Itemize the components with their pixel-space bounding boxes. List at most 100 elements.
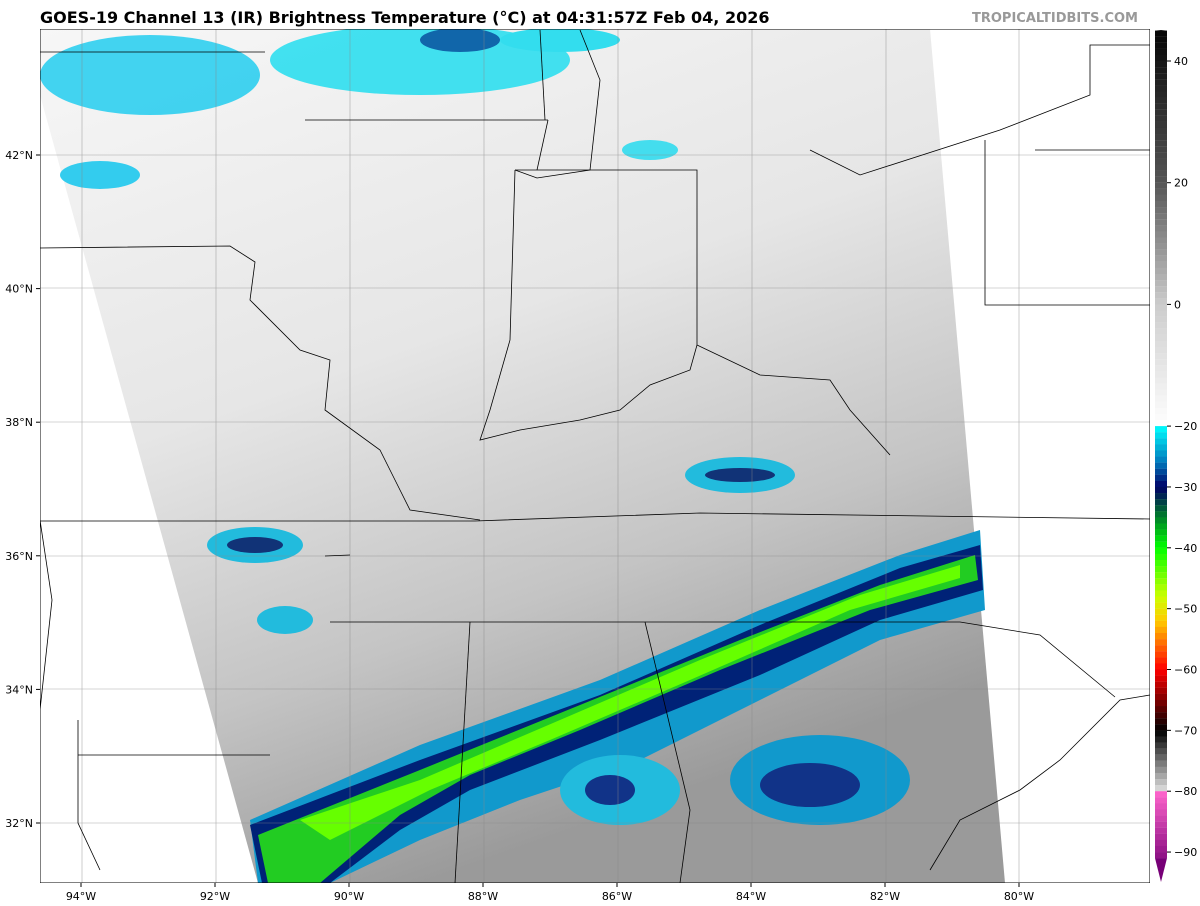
colorbar-segment xyxy=(1155,712,1167,719)
colorbar-segment xyxy=(1155,395,1167,402)
lat-tick-label: 42°N xyxy=(5,149,33,162)
colorbar-segment xyxy=(1155,200,1167,208)
colorbar-segment xyxy=(1155,249,1167,256)
colorbar-segment xyxy=(1155,401,1167,408)
watermark: TROPICALTIDBITS.COM xyxy=(972,11,1138,26)
colorbar-segment xyxy=(1155,632,1167,640)
colorbar-segment xyxy=(1155,596,1167,603)
colorbar-segment xyxy=(1155,456,1167,463)
colorbar-segment xyxy=(1155,353,1167,360)
colorbar-segment xyxy=(1155,255,1167,262)
lat-tick-label: 36°N xyxy=(5,550,33,563)
lat-tick-label: 32°N xyxy=(5,817,33,830)
colorbar-segment xyxy=(1155,821,1167,828)
colorbar-segment xyxy=(1155,559,1167,567)
colorbar-segment xyxy=(1155,584,1167,591)
state-borders xyxy=(40,29,1150,883)
colorbar-segment xyxy=(1155,292,1167,299)
colorbar-segment xyxy=(1155,115,1167,122)
colorbar-segment xyxy=(1155,779,1167,786)
colorbar-tick-label: 40 xyxy=(1174,55,1188,68)
colorbar-segment xyxy=(1155,833,1167,840)
colorbar-segment xyxy=(1155,158,1167,165)
colorbar-segment xyxy=(1155,377,1167,384)
colorbar-segment xyxy=(1155,772,1167,780)
colorbar-segment xyxy=(1155,547,1167,554)
colorbar-segment xyxy=(1155,219,1167,226)
cloud-cyan-west xyxy=(207,457,795,634)
colorbar-tick-label: 0 xyxy=(1174,298,1181,311)
colorbar-segment xyxy=(1155,760,1167,767)
colorbar-segment xyxy=(1155,493,1167,500)
colorbar-segment xyxy=(1155,791,1167,798)
colorbar-segment xyxy=(1155,103,1167,110)
colorbar-segment xyxy=(1155,97,1167,104)
colorbar-segment xyxy=(1155,645,1167,652)
colorbar-segment xyxy=(1155,237,1167,244)
colorbar-tick-label: −70 xyxy=(1174,724,1197,737)
colorbar-segment xyxy=(1155,109,1167,116)
colorbar-segment xyxy=(1155,663,1167,670)
lon-tick-label: 86°W xyxy=(602,890,632,903)
colorbar-segment xyxy=(1155,140,1167,147)
colorbar-segment xyxy=(1155,310,1167,317)
colorbar-segment xyxy=(1155,785,1167,792)
colorbar-segment xyxy=(1155,590,1167,597)
colorbar-segment xyxy=(1155,809,1167,816)
colorbar-segment xyxy=(1155,121,1167,129)
colorbar-segment xyxy=(1155,639,1167,646)
colorbar-segment xyxy=(1155,681,1167,688)
colorbar-segment xyxy=(1155,626,1167,634)
lon-tick-label: 82°W xyxy=(870,890,900,903)
colorbar-segment xyxy=(1155,444,1167,451)
colorbar-segment xyxy=(1155,432,1167,439)
colorbar-segment xyxy=(1155,766,1167,774)
colorbar-segment xyxy=(1155,852,1167,859)
colorbar-segment xyxy=(1155,30,1167,37)
colorbar-segment xyxy=(1155,730,1167,737)
lon-tick-label: 92°W xyxy=(200,890,230,903)
colorbar-tick-label: −90 xyxy=(1174,846,1197,859)
colorbar-segment xyxy=(1155,207,1167,214)
colorbar-segment xyxy=(1155,134,1167,141)
colorbar-segment xyxy=(1155,36,1167,43)
colorbar-segment xyxy=(1155,346,1167,354)
colorbar-segment xyxy=(1155,553,1167,561)
colorbar-segment xyxy=(1155,298,1167,305)
lon-tick-label: 94°W xyxy=(66,890,96,903)
longitude-ticks: 94°W 92°W 90°W 88°W 86°W 84°W 82°W 80°W xyxy=(66,883,1034,903)
lon-tick-label: 88°W xyxy=(468,890,498,903)
colorbar-segment xyxy=(1155,194,1167,202)
colorbar-segment xyxy=(1155,803,1167,810)
colorbar-segment xyxy=(1155,815,1167,822)
colorbar-tick-label: −80 xyxy=(1174,785,1197,798)
map-title: GOES-19 Channel 13 (IR) Brightness Tempe… xyxy=(40,8,770,27)
colorbar-segment xyxy=(1155,450,1167,457)
colorbar-segment xyxy=(1155,839,1167,847)
colorbar-segment xyxy=(1155,225,1167,232)
colorbar-tick-label: −50 xyxy=(1174,603,1197,616)
colorbar-segment xyxy=(1155,54,1167,62)
colorbar-segment xyxy=(1155,389,1167,396)
colorbar-segment xyxy=(1155,480,1167,488)
colorbar-segment xyxy=(1155,73,1167,80)
colorbar-segment xyxy=(1155,328,1167,335)
colorbar-segment xyxy=(1155,359,1167,366)
colorbar-segment xyxy=(1155,754,1167,761)
lat-tick-label: 38°N xyxy=(5,416,33,429)
colorbar-top-arrow xyxy=(1155,30,1167,31)
lon-tick-label: 80°W xyxy=(1004,890,1034,903)
colorbar-segment xyxy=(1155,261,1167,269)
colorbar-segment xyxy=(1155,529,1167,536)
colorbar-segment xyxy=(1155,706,1167,713)
colorbar-segment xyxy=(1155,687,1167,694)
colorbar-segment xyxy=(1155,675,1167,682)
colorbar-tick-label: 20 xyxy=(1174,177,1188,190)
colorbar-segment xyxy=(1155,243,1167,250)
colorbar-segment xyxy=(1155,188,1167,195)
colorbar-segment xyxy=(1155,468,1167,475)
colorbar-segment xyxy=(1155,182,1167,189)
colorbar-segment xyxy=(1155,517,1167,524)
colorbar: 40 20 0 −20 −30 −40 −50 −60 −70 −80 −90 xyxy=(1155,30,1197,882)
